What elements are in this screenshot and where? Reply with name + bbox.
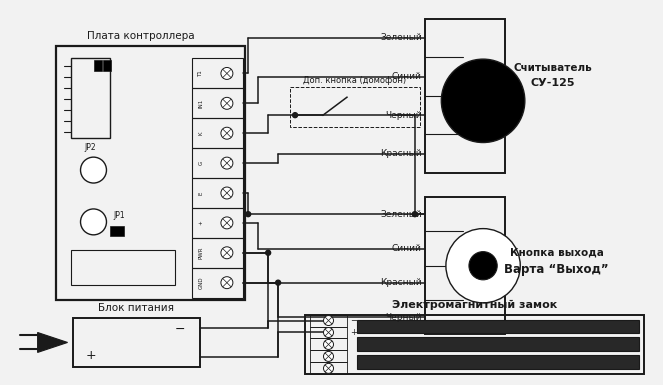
Text: Электромагнитный замок: Электромагнитный замок bbox=[392, 300, 558, 310]
Text: Доп. кнопка (домофон): Доп. кнопка (домофон) bbox=[304, 76, 406, 85]
Circle shape bbox=[469, 252, 497, 280]
Circle shape bbox=[80, 209, 107, 235]
Circle shape bbox=[221, 187, 233, 199]
Text: Черный: Черный bbox=[385, 110, 422, 120]
Circle shape bbox=[276, 280, 280, 285]
Text: JP1: JP1 bbox=[113, 211, 125, 221]
Text: E: E bbox=[198, 191, 204, 195]
Polygon shape bbox=[357, 355, 639, 369]
Text: Зеленый: Зеленый bbox=[380, 33, 422, 42]
Polygon shape bbox=[357, 338, 639, 352]
Text: Синий: Синий bbox=[392, 244, 422, 253]
Text: Блок питания: Блок питания bbox=[98, 303, 174, 313]
Circle shape bbox=[324, 328, 333, 338]
Circle shape bbox=[266, 250, 271, 255]
Text: K: K bbox=[198, 131, 204, 135]
Text: T1: T1 bbox=[198, 70, 204, 77]
Circle shape bbox=[221, 67, 233, 79]
Circle shape bbox=[80, 157, 107, 183]
Text: СУ-125: СУ-125 bbox=[530, 79, 575, 89]
Text: −: − bbox=[175, 323, 186, 336]
Text: Красный: Красный bbox=[380, 278, 422, 288]
Circle shape bbox=[221, 157, 233, 169]
Polygon shape bbox=[38, 333, 68, 352]
Circle shape bbox=[446, 229, 520, 303]
Text: Варта “Выход”: Варта “Выход” bbox=[505, 263, 609, 276]
Text: Красный: Красный bbox=[380, 149, 422, 158]
Text: −: − bbox=[350, 316, 357, 325]
Text: JP2: JP2 bbox=[85, 143, 96, 152]
Polygon shape bbox=[103, 60, 111, 72]
Polygon shape bbox=[357, 320, 639, 333]
Circle shape bbox=[221, 247, 233, 259]
Text: Черный: Черный bbox=[385, 313, 422, 322]
Circle shape bbox=[221, 127, 233, 139]
Text: +: + bbox=[350, 328, 357, 337]
Text: G: G bbox=[198, 161, 204, 165]
Circle shape bbox=[292, 113, 298, 118]
Text: IN1: IN1 bbox=[198, 99, 204, 108]
Text: Кнопка выхода: Кнопка выхода bbox=[510, 248, 603, 258]
Circle shape bbox=[442, 59, 525, 142]
Text: GND: GND bbox=[198, 276, 204, 289]
Text: +: + bbox=[198, 221, 204, 225]
Text: +: + bbox=[85, 349, 96, 362]
Circle shape bbox=[324, 316, 333, 326]
Circle shape bbox=[412, 212, 417, 217]
Text: Плата контроллера: Плата контроллера bbox=[87, 30, 194, 40]
Circle shape bbox=[324, 363, 333, 373]
Text: Синий: Синий bbox=[392, 72, 422, 81]
Text: Считыватель: Считыватель bbox=[513, 64, 592, 74]
Circle shape bbox=[246, 212, 251, 217]
Polygon shape bbox=[111, 226, 125, 236]
Circle shape bbox=[221, 97, 233, 109]
Circle shape bbox=[221, 277, 233, 289]
Circle shape bbox=[221, 217, 233, 229]
Circle shape bbox=[324, 340, 333, 350]
Circle shape bbox=[324, 352, 333, 362]
Text: Зеленый: Зеленый bbox=[380, 210, 422, 219]
Text: PWR: PWR bbox=[198, 246, 204, 259]
Polygon shape bbox=[95, 60, 103, 72]
